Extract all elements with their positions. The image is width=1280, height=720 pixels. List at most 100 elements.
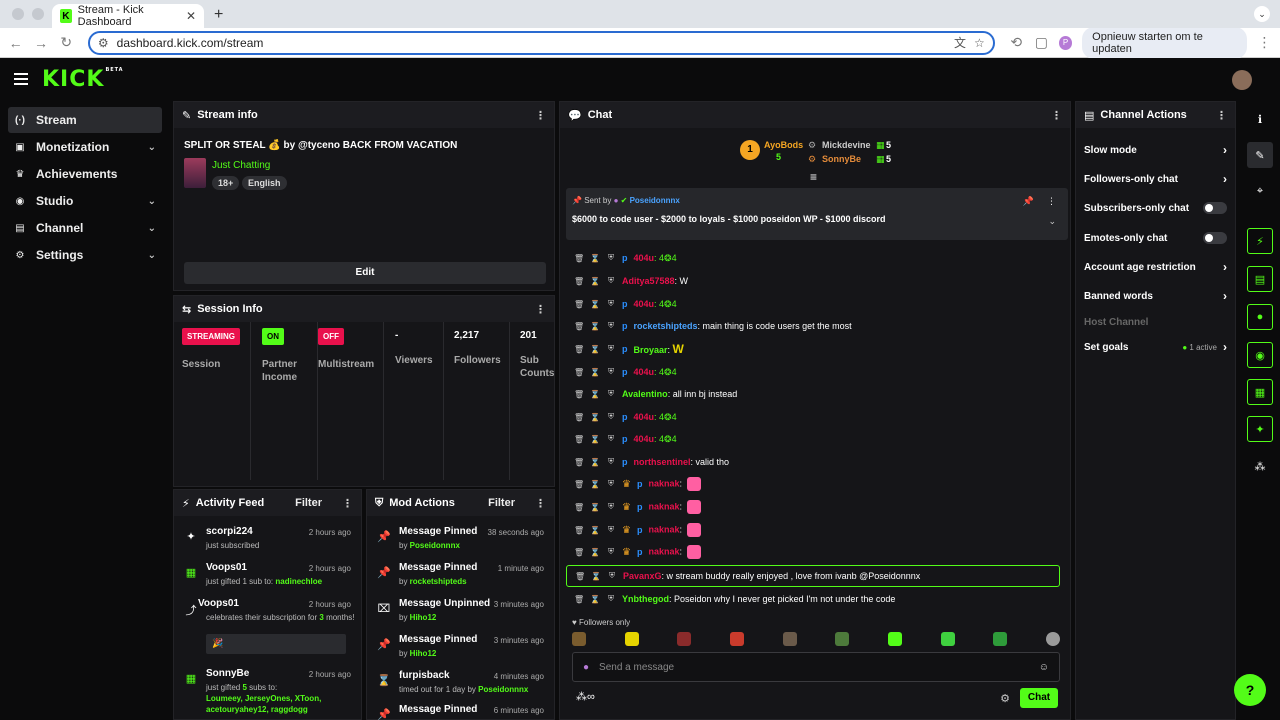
- expand-leaderboard-icon[interactable]: ≡: [810, 170, 818, 184]
- edit-stream-button[interactable]: Edit: [184, 262, 546, 284]
- more-options-icon[interactable]: ⋮: [535, 303, 546, 316]
- delete-message-icon[interactable]: 🗑: [574, 547, 585, 557]
- sidebar-item-channel[interactable]: ▤ Channel ⌄: [8, 215, 162, 241]
- emote-button[interactable]: [677, 632, 692, 646]
- chat-username[interactable]: 404u: [633, 411, 655, 422]
- profile-avatar[interactable]: P: [1058, 35, 1073, 50]
- delete-message-icon[interactable]: 🗑: [574, 389, 585, 399]
- more-options-icon[interactable]: ⋮: [1051, 109, 1062, 122]
- more-options-icon[interactable]: ⋮: [535, 109, 546, 122]
- chevron-down-icon[interactable]: ⌄: [1048, 216, 1056, 226]
- ban-icon[interactable]: ⛨: [608, 253, 614, 262]
- timeout-icon[interactable]: ⌛: [590, 367, 600, 377]
- back-icon[interactable]: ←: [8, 34, 23, 51]
- chat-username[interactable]: naknak: [648, 478, 680, 489]
- ban-icon[interactable]: ⛨: [608, 434, 614, 443]
- wrench-shortcut-icon[interactable]: ✦: [1247, 416, 1273, 442]
- update-button[interactable]: Opnieuw starten om te updaten: [1082, 26, 1247, 59]
- ban-icon[interactable]: ⛨: [609, 571, 615, 580]
- chat-username[interactable]: 404u: [633, 366, 655, 377]
- stream-category[interactable]: Just Chatting: [212, 160, 271, 171]
- close-tab-icon[interactable]: ✕: [185, 9, 196, 23]
- chat-actions-icon[interactable]: ⁂∞: [576, 691, 595, 703]
- chat-message-input[interactable]: ● Send a message ☺: [572, 652, 1060, 682]
- sidebar-item-achievements[interactable]: ♛ Achievements: [8, 161, 162, 187]
- ban-icon[interactable]: ⛨: [608, 412, 614, 421]
- close-window-icon[interactable]: [12, 8, 24, 20]
- sidebar-item-monetization[interactable]: ▣ Monetization ⌄: [8, 134, 162, 160]
- chat-username[interactable]: Ynbthegod: [622, 594, 669, 604]
- user-avatar[interactable]: [1232, 70, 1252, 90]
- filter-button[interactable]: Filter: [295, 497, 322, 509]
- puzzle-icon[interactable]: ▢: [1034, 34, 1048, 50]
- minimize-window-icon[interactable]: [32, 8, 44, 20]
- delete-message-icon[interactable]: 🗑: [574, 502, 585, 512]
- delete-message-icon[interactable]: 🗑: [574, 434, 585, 444]
- timeout-icon[interactable]: ⌛: [590, 299, 600, 309]
- edit-layout-icon[interactable]: ✎: [1247, 142, 1273, 168]
- ban-icon[interactable]: ⛨: [608, 502, 614, 511]
- ban-icon[interactable]: ⛨: [608, 479, 614, 488]
- delete-message-icon[interactable]: 🗑: [574, 321, 585, 331]
- followers-only-option[interactable]: Followers-only chat ›: [1084, 172, 1227, 186]
- chat-username[interactable]: naknak: [648, 546, 680, 557]
- ban-icon[interactable]: ⛨: [608, 457, 614, 466]
- timeout-icon[interactable]: ⌛: [590, 276, 600, 286]
- emote-button[interactable]: [940, 632, 955, 646]
- bookmark-star-icon[interactable]: ☆: [973, 35, 985, 50]
- timeout-icon[interactable]: ⌛: [590, 321, 600, 331]
- timeout-icon[interactable]: ⌛: [590, 412, 600, 422]
- emote-button[interactable]: [887, 632, 902, 646]
- help-button[interactable]: ?: [1234, 674, 1266, 706]
- timeout-icon[interactable]: ⌛: [590, 594, 600, 604]
- chat-username[interactable]: 404u: [633, 433, 655, 444]
- reload-icon[interactable]: ↻: [60, 34, 73, 50]
- sidebar-item-stream[interactable]: (·) Stream: [8, 107, 162, 133]
- more-options-icon[interactable]: ⋮: [535, 497, 546, 510]
- delete-message-icon[interactable]: 🗑: [574, 276, 585, 286]
- more-options-icon[interactable]: ⋮: [1216, 109, 1227, 122]
- timeout-icon[interactable]: ⌛: [590, 389, 600, 399]
- browser-menu-icon[interactable]: ⋮: [1257, 34, 1272, 50]
- filter-button[interactable]: Filter: [488, 497, 515, 509]
- delete-message-icon[interactable]: 🗑: [574, 344, 585, 354]
- chat-username[interactable]: naknak: [648, 524, 680, 535]
- delete-message-icon[interactable]: 🗑: [574, 412, 585, 422]
- delete-message-icon[interactable]: 🗑: [574, 367, 585, 377]
- notes-shortcut-icon[interactable]: ▤: [1247, 266, 1273, 292]
- new-tab-icon[interactable]: +: [214, 6, 224, 23]
- timeout-icon[interactable]: ⌛: [590, 457, 600, 467]
- forward-icon[interactable]: →: [33, 34, 48, 51]
- delete-message-icon[interactable]: 🗑: [574, 525, 585, 535]
- delete-message-icon[interactable]: 🗑: [575, 571, 586, 581]
- delete-message-icon[interactable]: 🗑: [574, 299, 585, 309]
- chat-username[interactable]: Broyaar: [633, 345, 668, 355]
- delete-message-icon[interactable]: 🗑: [574, 479, 585, 489]
- tab-search-icon[interactable]: ⌄: [1254, 6, 1270, 22]
- account-age-option[interactable]: Account age restriction ›: [1084, 260, 1227, 274]
- emote-button[interactable]: [1045, 632, 1060, 646]
- chat-username[interactable]: PavanxG: [623, 571, 662, 581]
- browser-tab[interactable]: K Stream - Kick Dashboard ✕: [52, 4, 204, 28]
- chat-username[interactable]: rocketshipteds: [633, 321, 698, 331]
- ban-icon[interactable]: ⛨: [608, 547, 614, 556]
- leaderboard-user[interactable]: AyoBods: [764, 140, 804, 150]
- chat-shortcut-icon[interactable]: ●: [1247, 304, 1273, 330]
- sidebar-item-settings[interactable]: ⚙ Settings ⌄: [8, 242, 162, 268]
- more-options-icon[interactable]: ⋮: [1047, 196, 1056, 206]
- more-options-icon[interactable]: ⋮: [342, 497, 353, 510]
- leaderboard-user[interactable]: SonnyBe: [822, 154, 862, 164]
- emoji-picker-icon[interactable]: ☺: [1038, 661, 1049, 673]
- hamburger-menu-icon[interactable]: [14, 70, 28, 88]
- emote-button[interactable]: [624, 632, 639, 646]
- unpin-icon[interactable]: 📌: [1022, 196, 1034, 206]
- broadcast-shortcut-icon[interactable]: ◉: [1247, 342, 1273, 368]
- subscribers-only-toggle[interactable]: [1203, 202, 1227, 214]
- delete-message-icon[interactable]: 🗑: [574, 594, 585, 604]
- timeout-icon[interactable]: ⌛: [590, 253, 600, 263]
- ban-icon[interactable]: ⛨: [608, 389, 614, 398]
- ban-icon[interactable]: ⛨: [608, 276, 614, 285]
- translate-icon[interactable]: 文: [953, 36, 966, 50]
- site-info-icon[interactable]: ⚙: [97, 35, 109, 50]
- timeout-icon[interactable]: ⌛: [590, 502, 600, 512]
